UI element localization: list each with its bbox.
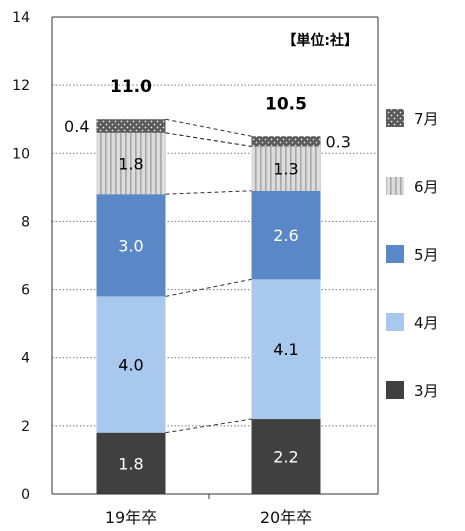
bar-segment bbox=[96, 119, 166, 133]
connector-line bbox=[165, 418, 252, 434]
data-label: 0.4 bbox=[64, 117, 89, 136]
bar-segment bbox=[251, 279, 321, 420]
y-tick-label: 2 bbox=[21, 419, 30, 435]
data-labels: 1.8 4.0 3.0 1.8 0.4 11.0 19年卒 2.2 4.1 2.6 1.3 0.3 10… bbox=[64, 77, 351, 527]
bar-segment bbox=[96, 296, 166, 433]
bar-segment bbox=[251, 190, 321, 280]
bar-segment bbox=[251, 136, 321, 147]
data-label: 1.8 bbox=[118, 454, 143, 473]
y-tick-label: 10 bbox=[12, 146, 30, 162]
connector-line bbox=[165, 278, 252, 297]
data-label: 3.0 bbox=[118, 236, 143, 255]
legend: 7月 6月 5月 4月 3月 bbox=[386, 109, 439, 400]
data-label: 1.8 bbox=[118, 155, 143, 174]
bars bbox=[96, 119, 321, 494]
legend-swatch bbox=[386, 313, 404, 331]
connector-line bbox=[165, 118, 252, 137]
data-label: 1.3 bbox=[273, 160, 298, 179]
y-tick-label: 6 bbox=[21, 283, 30, 299]
legend-label: 5月 bbox=[414, 246, 439, 264]
y-tick-label: 8 bbox=[21, 214, 30, 230]
connector-line bbox=[165, 190, 252, 195]
y-tick-label: 14 bbox=[12, 10, 30, 26]
connector-lines bbox=[165, 118, 252, 434]
data-label: 4.1 bbox=[273, 340, 298, 359]
bar-segment bbox=[251, 419, 321, 494]
unit-label: 【単位:社】 bbox=[282, 32, 358, 49]
axes bbox=[51, 16, 379, 499]
bar-segment bbox=[96, 432, 166, 494]
legend-swatch bbox=[386, 177, 404, 195]
data-label: 0.3 bbox=[326, 132, 351, 151]
y-tick-label: 4 bbox=[21, 351, 30, 367]
x-category-label: 20年卒 bbox=[260, 508, 312, 527]
connector-line bbox=[165, 132, 252, 147]
bar-segment bbox=[251, 146, 321, 191]
data-label: 2.6 bbox=[273, 226, 298, 245]
total-label: 11.0 bbox=[110, 77, 152, 97]
legend-label: 4月 bbox=[414, 314, 439, 332]
y-tick-label: 12 bbox=[12, 78, 30, 94]
total-label: 10.5 bbox=[265, 94, 307, 114]
y-tick-label: 0 bbox=[21, 487, 30, 503]
legend-label: 7月 bbox=[414, 110, 439, 128]
x-category-label: 19年卒 bbox=[105, 508, 157, 527]
legend-swatch bbox=[386, 109, 404, 127]
data-label: 4.0 bbox=[118, 356, 143, 375]
data-label: 2.2 bbox=[273, 448, 298, 467]
legend-swatch bbox=[386, 245, 404, 263]
legend-label: 3月 bbox=[414, 382, 439, 400]
legend-swatch bbox=[386, 381, 404, 399]
bar-segment bbox=[96, 132, 166, 195]
bar-segment bbox=[96, 194, 166, 297]
legend-label: 6月 bbox=[414, 178, 439, 196]
y-axis-tick-labels: 0 2 4 6 8 10 12 14 bbox=[12, 10, 30, 503]
